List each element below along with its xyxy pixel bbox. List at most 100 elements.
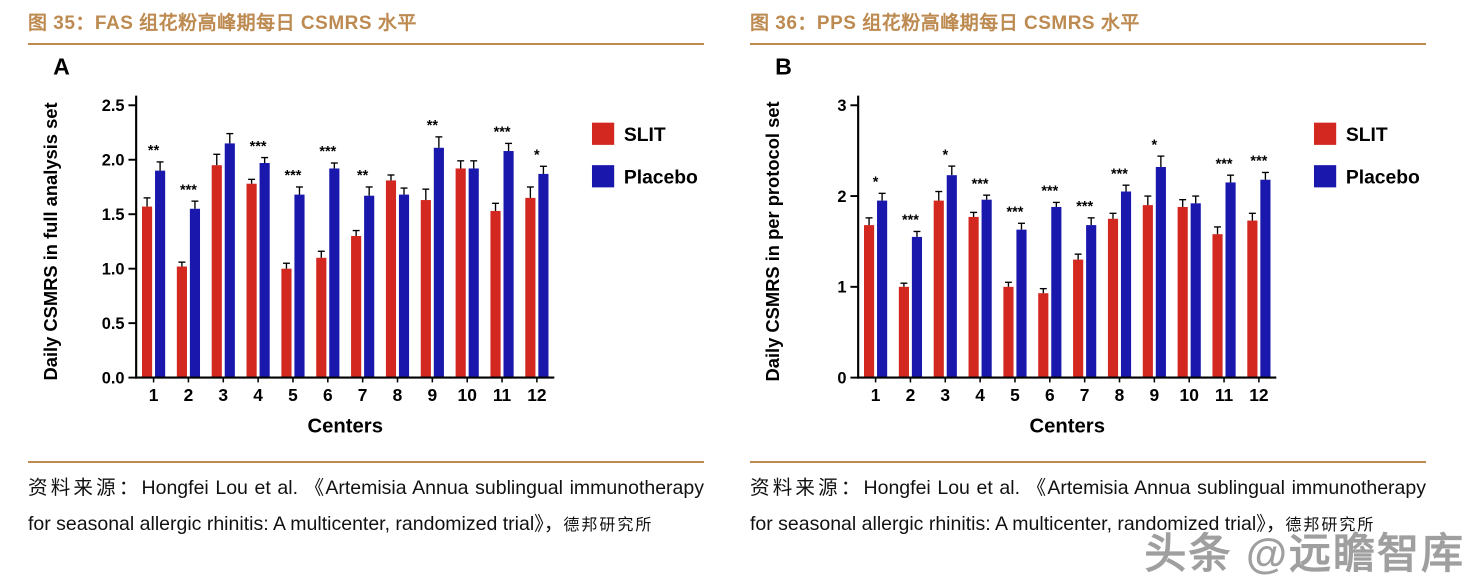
bar-slit	[863, 225, 875, 378]
svg-text:SLIT: SLIT	[624, 125, 666, 146]
bar-placebo	[433, 147, 444, 378]
svg-text:*: *	[1152, 137, 1158, 153]
legend-swatch-slit	[1313, 122, 1337, 145]
svg-text:Daily CSMRS in full analysis s: Daily CSMRS in full analysis set	[40, 102, 61, 380]
svg-text:***: ***	[250, 139, 267, 155]
legend-swatch-placebo	[1313, 165, 1337, 188]
svg-text:2: 2	[906, 385, 916, 405]
svg-text:***: ***	[180, 182, 197, 198]
bar-placebo	[468, 168, 479, 378]
svg-text:SLIT: SLIT	[1346, 125, 1388, 146]
svg-text:7: 7	[1080, 385, 1090, 405]
svg-text:Centers: Centers	[1030, 416, 1105, 438]
bar-placebo	[364, 195, 375, 378]
svg-text:6: 6	[323, 385, 333, 405]
chart-divider	[28, 461, 704, 463]
svg-text:0.5: 0.5	[102, 315, 125, 333]
svg-text:10: 10	[1180, 385, 1199, 405]
svg-text:***: ***	[902, 213, 919, 229]
svg-text:1: 1	[871, 385, 881, 405]
svg-text:Centers: Centers	[308, 416, 383, 438]
chart-divider	[750, 461, 1426, 463]
figure-fas: 图 35：FAS 组花粉高峰期每日 CSMRS 水平 ** 1 *** 2 3 *** 4 *…	[28, 4, 704, 541]
watermark: 头条 @远瞻智库	[1144, 530, 1465, 577]
bar-slit	[246, 183, 257, 378]
title-divider	[750, 43, 1426, 45]
bar-placebo	[877, 200, 888, 378]
figure-title-pps: 图 36：PPS 组花粉高峰期每日 CSMRS 水平	[750, 13, 1140, 34]
bar-placebo	[259, 163, 270, 378]
bar-placebo	[189, 208, 201, 378]
svg-text:4: 4	[253, 385, 263, 405]
svg-text:6: 6	[1045, 385, 1055, 405]
svg-text:10: 10	[458, 385, 477, 405]
svg-text:**: **	[427, 118, 439, 134]
source-citation: Hongfei Lou et al. 《Artemisia Annua subl…	[750, 477, 1426, 535]
bar-slit	[281, 268, 292, 378]
bar-slit	[968, 216, 979, 378]
svg-text:***: ***	[1111, 166, 1128, 182]
bar-placebo	[1260, 179, 1271, 378]
bar-placebo	[398, 194, 410, 378]
title-divider	[28, 43, 704, 45]
svg-text:Placebo: Placebo	[1346, 168, 1420, 189]
svg-text:A: A	[53, 53, 70, 79]
svg-text:***: ***	[1250, 154, 1267, 170]
bar-placebo	[1190, 203, 1201, 378]
bar-slit	[1177, 206, 1188, 378]
bar-placebo	[911, 236, 923, 378]
bar-chart-pps: *1***2*3***4***5***6***7***8*9 10***11***…	[762, 53, 1420, 438]
bar-slit	[211, 165, 222, 378]
bar-placebo	[981, 199, 992, 378]
svg-text:***: ***	[1007, 205, 1024, 221]
svg-text:2: 2	[837, 188, 846, 206]
svg-text:***: ***	[285, 168, 302, 184]
bar-slit	[316, 257, 327, 378]
svg-text:***: ***	[319, 144, 336, 160]
svg-text:***: ***	[1216, 156, 1233, 172]
bar-slit	[1142, 205, 1153, 378]
bar-placebo	[1086, 225, 1097, 378]
bar-slit	[385, 180, 397, 378]
bar-placebo	[503, 151, 514, 378]
source-prefix: 资料来源：	[28, 478, 142, 499]
bar-placebo	[946, 175, 957, 378]
svg-text:0.0: 0.0	[102, 369, 125, 387]
bar-slit	[525, 197, 536, 378]
svg-text:*: *	[534, 148, 540, 164]
svg-text:***: ***	[494, 125, 511, 141]
bar-slit	[1073, 259, 1084, 378]
bar-placebo	[1016, 229, 1027, 378]
svg-text:11: 11	[1215, 385, 1234, 405]
bar-slit	[176, 266, 187, 378]
svg-text:11: 11	[493, 385, 512, 405]
bar-slit	[1003, 286, 1014, 378]
bar-placebo	[1225, 182, 1236, 378]
chart-area-pps: * 1 *** 2 * 3 *** 4 *** 5 *** 6 *** 7 *** 8 * 9 10 *** 11 ***…	[750, 47, 1426, 461]
svg-text:5: 5	[288, 385, 298, 405]
svg-text:12: 12	[527, 385, 546, 405]
bar-slit	[455, 168, 466, 378]
svg-text:5: 5	[1010, 385, 1020, 405]
svg-text:B: B	[775, 53, 792, 79]
svg-text:8: 8	[1115, 385, 1125, 405]
svg-text:Placebo: Placebo	[624, 168, 698, 189]
figure-pps: 图 36：PPS 组花粉高峰期每日 CSMRS 水平 * 1 *** 2 * 3 *** 4 *…	[750, 4, 1426, 541]
svg-text:3: 3	[218, 385, 228, 405]
svg-text:**: **	[148, 143, 160, 159]
figures-row: 图 35：FAS 组花粉高峰期每日 CSMRS 水平 ** 1 *** 2 3 *** 4 *…	[28, 4, 1426, 541]
svg-text:2.0: 2.0	[102, 152, 125, 170]
svg-text:12: 12	[1249, 385, 1268, 405]
source-note-pps: 资料来源：Hongfei Lou et al. 《Artemisia Annua…	[750, 471, 1426, 541]
bar-slit	[933, 200, 944, 378]
svg-text:*: *	[942, 147, 948, 163]
svg-text:1: 1	[837, 279, 846, 297]
svg-text:1.0: 1.0	[102, 260, 125, 278]
bar-slit	[420, 200, 431, 378]
chart-area-fas: ** 1 *** 2 3 *** 4 *** 5 *** 6 ** 7 8 ** 9 10 *** 11 * 12 0.0…	[28, 47, 704, 461]
source-institute: 德邦研究所	[1285, 516, 1376, 534]
bar-placebo	[1051, 206, 1062, 378]
bar-slit	[898, 286, 909, 378]
bar-slit	[1038, 293, 1049, 378]
source-citation: Hongfei Lou et al. 《Artemisia Annua subl…	[28, 477, 704, 535]
